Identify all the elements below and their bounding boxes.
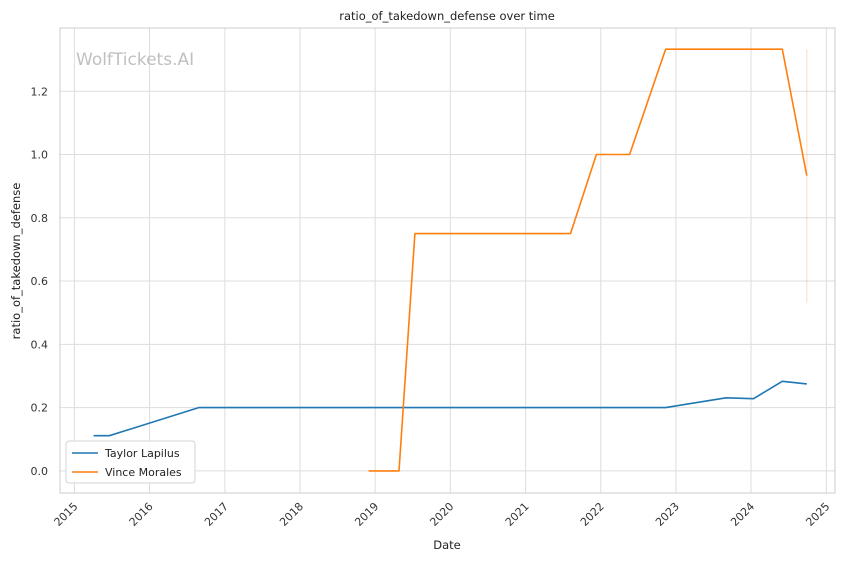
grid-lines xyxy=(60,28,835,493)
legend-label: Taylor Lapilus xyxy=(104,447,180,460)
x-tick-label: 2019 xyxy=(352,500,381,529)
x-tick-label: 2022 xyxy=(578,500,607,529)
x-tick-label: 2024 xyxy=(728,500,757,529)
series-line-0 xyxy=(93,380,807,437)
y-axis-label: ratio_of_takedown_defense xyxy=(9,183,23,340)
y-tick-label: 0.0 xyxy=(31,465,49,478)
y-tick-label: 0.8 xyxy=(31,212,49,225)
x-tick-labels: 2015 2016 2017 2018 2019 2020 2021 2022 2023 2024… xyxy=(52,500,833,529)
x-tick-label: 2021 xyxy=(503,500,532,529)
x-tick-label: 2015 xyxy=(52,500,81,529)
y-tick-label: 1.0 xyxy=(31,149,49,162)
series-layer xyxy=(93,48,808,472)
x-tick-label: 2025 xyxy=(803,500,832,529)
y-tick-label: 0.6 xyxy=(31,275,49,288)
x-axis-label: Date xyxy=(433,538,461,552)
series-line-1 xyxy=(368,48,808,472)
x-tick-label: 2020 xyxy=(427,500,456,529)
x-tick-label: 2018 xyxy=(277,500,306,529)
y-tick-label: 0.4 xyxy=(31,338,49,351)
y-tick-labels: 0.0 0.2 0.4 0.6 0.8 1.0 1.2 xyxy=(31,85,49,478)
watermark: WolfTickets.AI xyxy=(76,50,194,70)
x-tick-label: 2023 xyxy=(653,500,682,529)
legend: Taylor Lapilus Vince Morales xyxy=(65,440,196,484)
legend-box xyxy=(65,440,196,484)
y-tick-label: 0.2 xyxy=(31,402,49,415)
chart-title: ratio_of_takedown_defense over time xyxy=(339,9,555,23)
x-tick-label: 2017 xyxy=(202,500,231,529)
plot-area-frame xyxy=(59,27,836,494)
x-tick-label: 2016 xyxy=(127,500,156,529)
y-tick-label: 1.2 xyxy=(31,85,49,98)
legend-label: Vince Morales xyxy=(105,466,182,479)
